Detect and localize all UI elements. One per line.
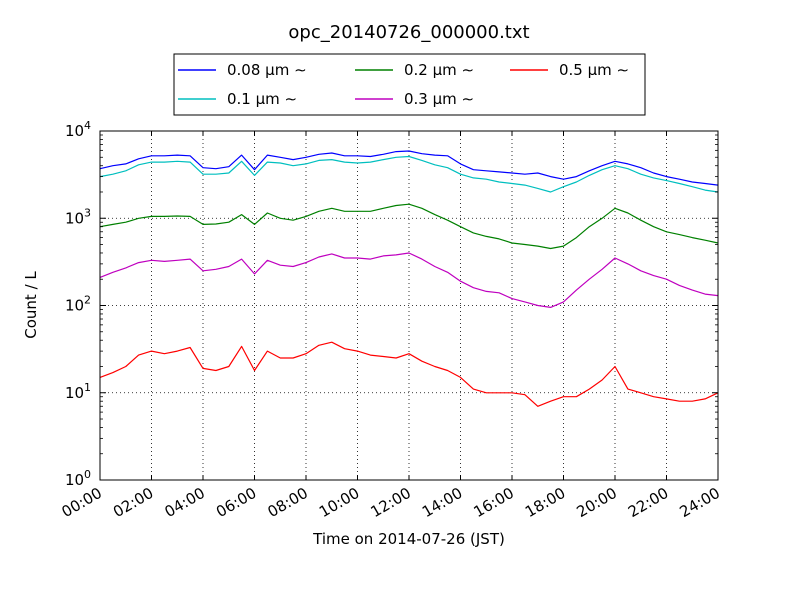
series-line-0 — [99, 150, 719, 186]
series-line-1 — [99, 155, 719, 193]
y-tick-label: 100 — [65, 468, 91, 489]
x-tick-label: 00:00 — [59, 484, 105, 521]
legend-label: 0.3 μm ∼ — [404, 90, 474, 108]
series-line-2 — [99, 203, 719, 250]
x-tick-label: 22:00 — [625, 484, 671, 521]
x-tick-label: 24:00 — [677, 484, 723, 521]
x-tick-label: 02:00 — [110, 484, 156, 521]
legend-box — [173, 53, 646, 116]
x-tick-label: 20:00 — [574, 484, 620, 521]
legend-label: 0.2 μm ∼ — [404, 61, 474, 79]
x-axis-label: Time on 2014-07-26 (JST) — [312, 530, 505, 548]
y-tick-label: 101 — [65, 381, 91, 402]
ticks: 00:00 02:00 04:00 06:00 08:00 10:00 12:00 14:00… — [59, 119, 723, 521]
grid — [100, 131, 718, 480]
x-tick-label: 16:00 — [471, 484, 517, 521]
y-tick-label: 103 — [65, 206, 91, 227]
x-tick-label: 12:00 — [368, 484, 414, 521]
x-tick-label: 14:00 — [419, 484, 465, 521]
series-line-3 — [99, 252, 719, 308]
chart-title: opc_20140726_000000.txt — [288, 22, 529, 43]
legend-label: 0.5 μm ∼ — [559, 61, 629, 79]
legend-label: 0.08 μm ∼ — [227, 61, 307, 79]
y-tick-label: 102 — [65, 294, 91, 315]
legend: 0.08 μm ∼ 0.1 μm ∼ 0.2 μm ∼ 0.3 μm ∼ 0.5 μm … — [173, 53, 646, 116]
series-line-4 — [99, 341, 719, 407]
series-layer — [99, 150, 719, 407]
y-axis-label: Count / L — [22, 271, 40, 339]
y-tick-label: 104 — [65, 119, 91, 140]
x-tick-label: 06:00 — [213, 484, 259, 521]
x-tick-label: 18:00 — [522, 484, 568, 521]
x-tick-label: 08:00 — [265, 484, 311, 521]
legend-label: 0.1 μm ∼ — [227, 90, 297, 108]
x-tick-label: 04:00 — [162, 484, 208, 521]
x-tick-label: 10:00 — [316, 484, 362, 521]
